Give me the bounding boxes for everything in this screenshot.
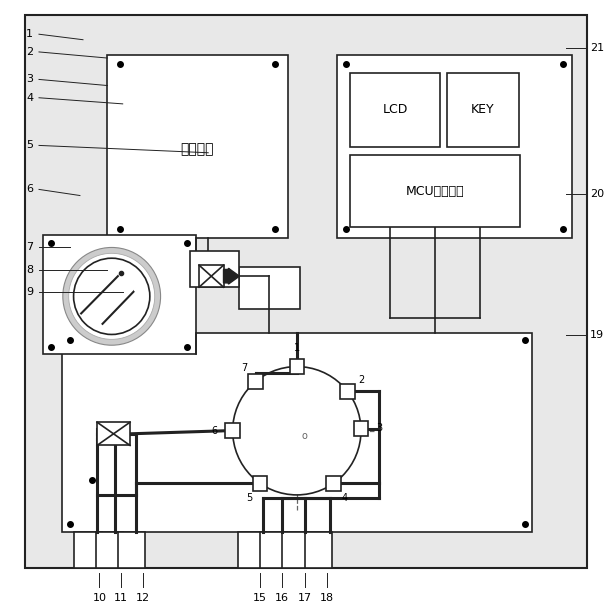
Text: 2: 2 [359, 375, 365, 385]
Bar [97, 422, 130, 445]
Text: 4: 4 [341, 493, 347, 503]
Text: 7: 7 [241, 362, 247, 373]
Bar [253, 476, 267, 491]
Text: 9: 9 [26, 287, 34, 297]
Text: 6: 6 [211, 426, 217, 436]
Text: 21: 21 [590, 43, 604, 53]
Bar [337, 55, 572, 238]
Bar [340, 384, 355, 398]
FancyArrow shape [223, 268, 239, 284]
Circle shape [73, 258, 150, 334]
Bar [225, 423, 240, 438]
Text: MCU控制模块: MCU控制模块 [406, 185, 465, 198]
Text: 4: 4 [26, 93, 34, 103]
Text: 2: 2 [26, 47, 34, 57]
Text: 8: 8 [26, 265, 34, 275]
Bar [282, 532, 309, 568]
Bar [62, 333, 532, 532]
Text: 7: 7 [26, 243, 34, 252]
Text: 6: 6 [26, 185, 33, 194]
Text: 5: 5 [26, 141, 33, 150]
Text: 消解模块: 消解模块 [181, 143, 214, 156]
Circle shape [233, 367, 361, 495]
Bar [305, 532, 332, 568]
Text: 5: 5 [247, 493, 253, 503]
Text: 1: 1 [26, 29, 33, 39]
Text: 11: 11 [114, 593, 128, 602]
Text: 18: 18 [320, 593, 334, 602]
Text: 15: 15 [253, 593, 267, 602]
Bar [118, 532, 145, 568]
Bar [43, 235, 196, 354]
Text: 1: 1 [294, 343, 300, 353]
Circle shape [63, 247, 160, 345]
Text: 10: 10 [92, 593, 106, 602]
Bar [199, 265, 223, 287]
Bar [350, 73, 441, 147]
Bar [190, 251, 239, 287]
Text: LCD: LCD [382, 103, 408, 117]
Bar [289, 359, 304, 374]
Text: 19: 19 [590, 330, 604, 340]
Bar [259, 532, 287, 568]
Text: 3: 3 [26, 75, 33, 84]
Text: o: o [301, 431, 307, 441]
Circle shape [69, 254, 155, 339]
Bar [354, 421, 368, 436]
Bar [75, 532, 102, 568]
Text: KEY: KEY [471, 103, 494, 117]
Bar [239, 267, 300, 309]
Text: 3: 3 [376, 423, 382, 433]
Text: 20: 20 [590, 189, 604, 199]
Bar [350, 155, 520, 227]
Bar [248, 375, 263, 389]
Text: 16: 16 [275, 593, 289, 602]
Text: 17: 17 [297, 593, 312, 602]
Bar [96, 532, 123, 568]
Bar [326, 476, 341, 491]
Text: 12: 12 [136, 593, 150, 602]
Bar [238, 532, 266, 568]
Bar [447, 73, 518, 147]
Bar [108, 55, 288, 238]
